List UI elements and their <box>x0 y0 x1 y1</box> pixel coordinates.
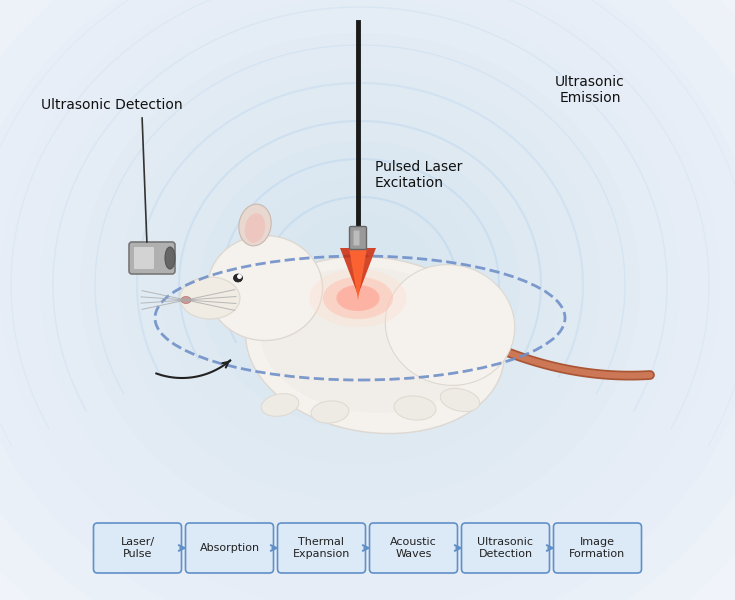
Ellipse shape <box>260 267 480 413</box>
Ellipse shape <box>160 105 560 465</box>
Ellipse shape <box>207 235 323 340</box>
Ellipse shape <box>40 0 680 573</box>
Text: Ultrasonic Detection: Ultrasonic Detection <box>41 98 183 112</box>
Ellipse shape <box>309 269 406 327</box>
Ellipse shape <box>280 213 440 357</box>
FancyBboxPatch shape <box>129 242 175 274</box>
Text: Ultrasonic
Detection: Ultrasonic Detection <box>478 537 534 559</box>
Ellipse shape <box>394 396 436 420</box>
FancyBboxPatch shape <box>93 523 182 573</box>
FancyBboxPatch shape <box>350 226 367 250</box>
FancyBboxPatch shape <box>553 523 642 573</box>
Text: Acoustic
Waves: Acoustic Waves <box>390 537 437 559</box>
Text: Image
Formation: Image Formation <box>570 537 625 559</box>
Ellipse shape <box>80 33 640 537</box>
Ellipse shape <box>320 249 400 321</box>
Ellipse shape <box>311 401 349 423</box>
Ellipse shape <box>240 177 480 393</box>
Ellipse shape <box>440 388 480 412</box>
Ellipse shape <box>337 285 379 311</box>
Ellipse shape <box>385 265 514 385</box>
FancyBboxPatch shape <box>278 523 365 573</box>
Ellipse shape <box>239 204 271 246</box>
Ellipse shape <box>200 141 520 429</box>
Text: Ultrasonic
Emission: Ultrasonic Emission <box>555 75 625 105</box>
Text: Absorption: Absorption <box>199 543 259 553</box>
Ellipse shape <box>323 277 393 319</box>
Ellipse shape <box>181 296 191 304</box>
Ellipse shape <box>234 274 243 282</box>
FancyBboxPatch shape <box>185 523 273 573</box>
Ellipse shape <box>0 0 720 600</box>
Text: Thermal
Expansion: Thermal Expansion <box>293 537 350 559</box>
FancyBboxPatch shape <box>462 523 550 573</box>
Polygon shape <box>349 248 367 300</box>
Text: Laser/
Pulse: Laser/ Pulse <box>121 537 154 559</box>
Ellipse shape <box>261 394 299 416</box>
FancyBboxPatch shape <box>354 230 359 245</box>
FancyBboxPatch shape <box>134 247 154 269</box>
Ellipse shape <box>245 213 265 243</box>
Ellipse shape <box>165 247 175 269</box>
Polygon shape <box>340 248 376 295</box>
Text: Pulsed Laser
Excitation: Pulsed Laser Excitation <box>375 160 462 190</box>
Ellipse shape <box>120 69 600 501</box>
Ellipse shape <box>180 277 240 319</box>
Ellipse shape <box>245 256 504 434</box>
FancyBboxPatch shape <box>370 523 457 573</box>
